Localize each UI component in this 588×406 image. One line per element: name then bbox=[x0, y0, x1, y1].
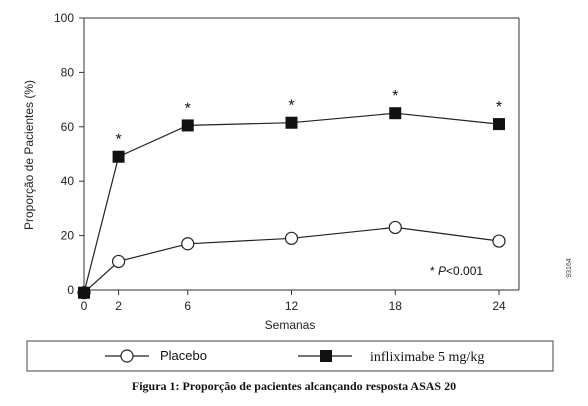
placebo-point bbox=[111, 254, 126, 269]
significance-stars: * * * * * bbox=[115, 88, 502, 149]
x-tick-label: 18 bbox=[389, 299, 403, 313]
legend-label-infliximabe: infliximabe 5 mg/kg bbox=[370, 350, 484, 365]
p-value-p: P bbox=[438, 264, 446, 278]
legend: Placebo infliximabe 5 mg/kg bbox=[26, 340, 554, 372]
infliximabe-point bbox=[112, 150, 125, 163]
x-tick-label: 2 bbox=[115, 299, 122, 313]
significance-star: * bbox=[115, 132, 121, 149]
legend-marker-placebo bbox=[120, 349, 134, 363]
y-axis-title: Proporção de Pacientes (%) bbox=[22, 80, 36, 230]
significance-star: * bbox=[496, 99, 502, 116]
significance-star: * bbox=[392, 88, 398, 105]
series-lines bbox=[83, 112, 500, 294]
figure-caption: Figura 1: Proporção de pacientes alcança… bbox=[131, 379, 457, 393]
infliximabe-point bbox=[389, 107, 402, 120]
significance-star: * bbox=[288, 98, 294, 115]
legend-marker-infliximabe bbox=[320, 350, 332, 362]
y-axis: 0 20 40 60 80 100 bbox=[54, 11, 84, 297]
p-value-annotation: * P<0.001 bbox=[430, 264, 483, 278]
p-value-star: * bbox=[430, 264, 438, 278]
series-markers bbox=[77, 107, 506, 300]
y-tick-label: 80 bbox=[61, 65, 75, 79]
x-tick-label: 0 bbox=[81, 299, 88, 313]
y-tick-label: 20 bbox=[61, 229, 75, 243]
x-axis-title: Semanas bbox=[265, 318, 316, 332]
placebo-point bbox=[181, 237, 195, 251]
x-tick-label: 12 bbox=[285, 299, 299, 313]
y-tick-label: 40 bbox=[61, 174, 75, 188]
y-tick-label: 0 bbox=[67, 283, 74, 297]
infliximabe-point bbox=[78, 286, 90, 299]
placebo-point bbox=[388, 220, 402, 235]
x-tick-label: 24 bbox=[492, 299, 506, 313]
legend-label-placebo: Placebo bbox=[160, 348, 207, 363]
significance-star: * bbox=[185, 100, 191, 117]
x-tick-label: 6 bbox=[184, 299, 191, 313]
p-value-threshold: <0.001 bbox=[446, 264, 483, 278]
series-line-1 bbox=[83, 112, 500, 293]
x-axis: 0 2 6 12 18 24 bbox=[81, 290, 506, 313]
infliximabe-point bbox=[493, 118, 505, 131]
y-tick-label: 60 bbox=[61, 120, 75, 134]
placebo-point bbox=[492, 234, 506, 248]
series-line-0 bbox=[83, 226, 500, 294]
infliximabe-point bbox=[181, 119, 194, 132]
infliximabe-point bbox=[285, 116, 298, 129]
plot-frame bbox=[83, 17, 520, 291]
figure-id: 93164 bbox=[566, 258, 573, 278]
placebo-point bbox=[284, 231, 299, 245]
y-tick-label: 100 bbox=[54, 11, 74, 25]
